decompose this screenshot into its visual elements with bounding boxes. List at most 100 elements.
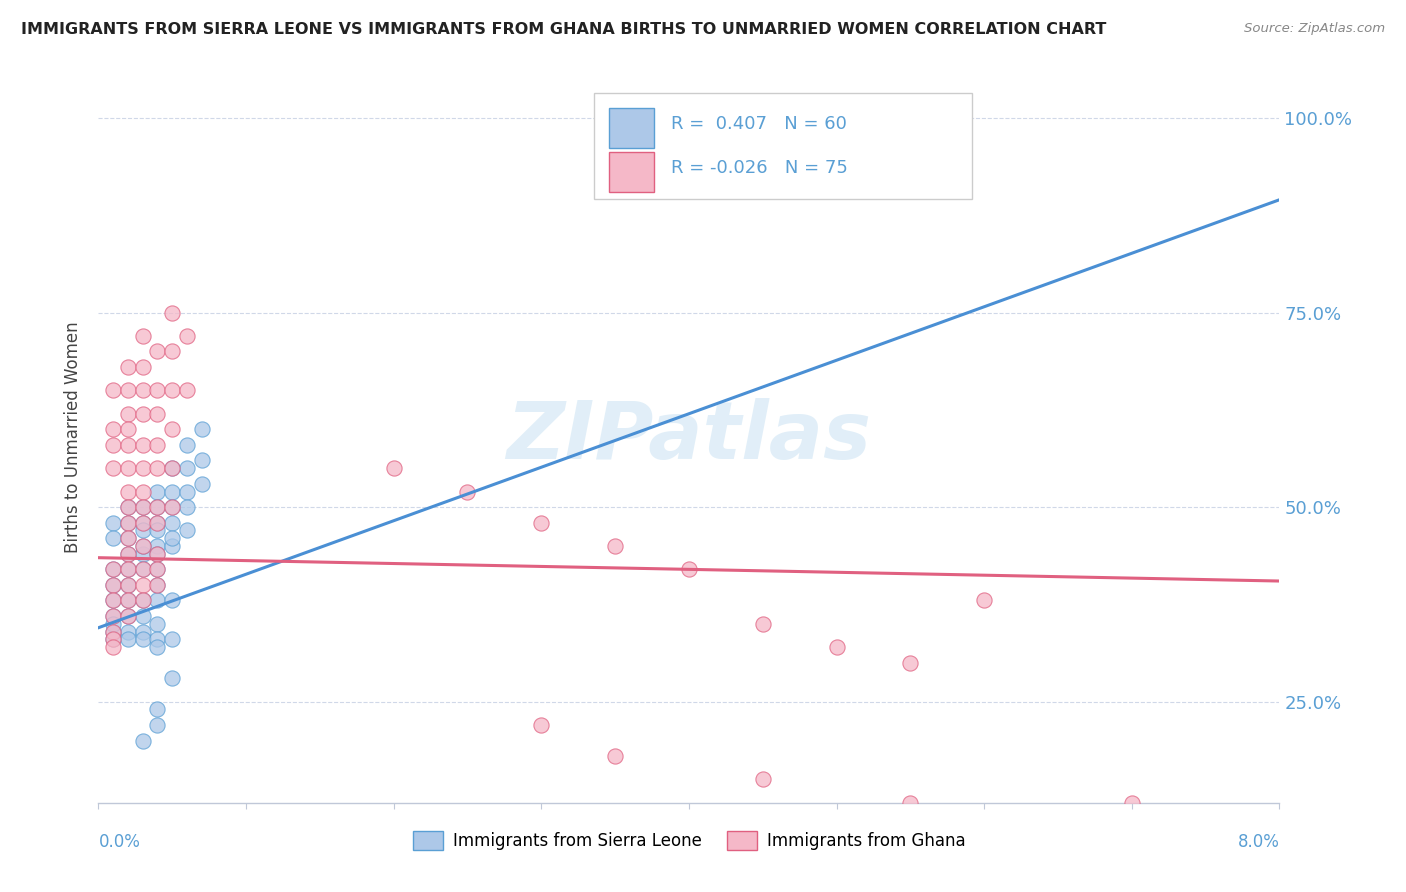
Legend: Immigrants from Sierra Leone, Immigrants from Ghana: Immigrants from Sierra Leone, Immigrants… (406, 824, 972, 856)
Text: ZIPatlas: ZIPatlas (506, 398, 872, 476)
Point (146, 539, 169, 553)
Point (103, 516, 125, 530)
Text: 8.0%: 8.0% (1237, 833, 1279, 851)
Point (117, 359, 139, 374)
Point (530, 718, 553, 732)
Point (132, 593, 155, 607)
Point (117, 593, 139, 607)
Point (103, 632, 125, 647)
Point (176, 461, 198, 475)
Point (900, 656, 922, 670)
Point (103, 593, 125, 607)
Point (146, 524, 169, 538)
Point (146, 702, 169, 716)
Point (146, 516, 169, 530)
Point (132, 562, 155, 576)
Point (191, 453, 214, 467)
Point (146, 578, 169, 592)
Point (146, 516, 169, 530)
Point (132, 359, 155, 374)
Point (117, 609, 139, 624)
Point (146, 616, 169, 631)
Point (132, 733, 155, 747)
Point (103, 531, 125, 545)
Point (117, 384, 139, 398)
Point (146, 438, 169, 452)
Point (132, 500, 155, 515)
Point (132, 484, 155, 499)
Point (162, 422, 183, 436)
Point (530, 516, 553, 530)
Point (191, 422, 214, 436)
Point (146, 578, 169, 592)
Point (117, 461, 139, 475)
Point (162, 671, 183, 685)
Point (117, 422, 139, 436)
Point (132, 593, 155, 607)
Point (103, 562, 125, 576)
Text: IMMIGRANTS FROM SIERRA LEONE VS IMMIGRANTS FROM GHANA BIRTHS TO UNMARRIED WOMEN : IMMIGRANTS FROM SIERRA LEONE VS IMMIGRAN… (21, 22, 1107, 37)
Point (132, 516, 155, 530)
Point (146, 344, 169, 359)
Point (103, 609, 125, 624)
Point (132, 516, 155, 530)
Point (117, 578, 139, 592)
Point (117, 531, 139, 545)
Point (103, 616, 125, 631)
Point (162, 531, 183, 545)
Point (678, 562, 700, 576)
Point (752, 772, 775, 787)
Point (117, 547, 139, 561)
Point (176, 384, 198, 398)
Point (117, 531, 139, 545)
Point (117, 593, 139, 607)
Point (1046, 811, 1070, 825)
Point (176, 438, 198, 452)
Point (117, 547, 139, 561)
Point (146, 547, 169, 561)
Point (117, 500, 139, 515)
Point (117, 407, 139, 421)
Point (146, 593, 169, 607)
Point (117, 562, 139, 576)
Point (132, 461, 155, 475)
Point (117, 632, 139, 647)
Text: R = -0.026   N = 75: R = -0.026 N = 75 (671, 159, 848, 178)
Point (1121, 796, 1143, 810)
Point (103, 640, 125, 655)
Point (103, 438, 125, 452)
Point (973, 593, 995, 607)
Point (103, 422, 125, 436)
Point (117, 484, 139, 499)
FancyBboxPatch shape (609, 152, 654, 192)
FancyBboxPatch shape (595, 94, 973, 200)
Point (146, 640, 169, 655)
Point (132, 539, 155, 553)
FancyBboxPatch shape (609, 108, 654, 148)
Point (162, 305, 183, 319)
Point (132, 632, 155, 647)
Point (103, 578, 125, 592)
Point (146, 384, 169, 398)
Point (132, 547, 155, 561)
Point (103, 632, 125, 647)
Point (605, 749, 627, 764)
Point (162, 593, 183, 607)
Point (146, 562, 169, 576)
Point (162, 461, 183, 475)
Point (176, 500, 198, 515)
Point (103, 578, 125, 592)
Point (146, 547, 169, 561)
Point (162, 516, 183, 530)
Point (176, 329, 198, 343)
Point (162, 344, 183, 359)
Point (117, 516, 139, 530)
Point (146, 718, 169, 732)
Point (457, 484, 479, 499)
Point (103, 624, 125, 639)
Point (146, 484, 169, 499)
Point (132, 562, 155, 576)
Point (605, 539, 627, 553)
Point (162, 500, 183, 515)
Point (117, 578, 139, 592)
